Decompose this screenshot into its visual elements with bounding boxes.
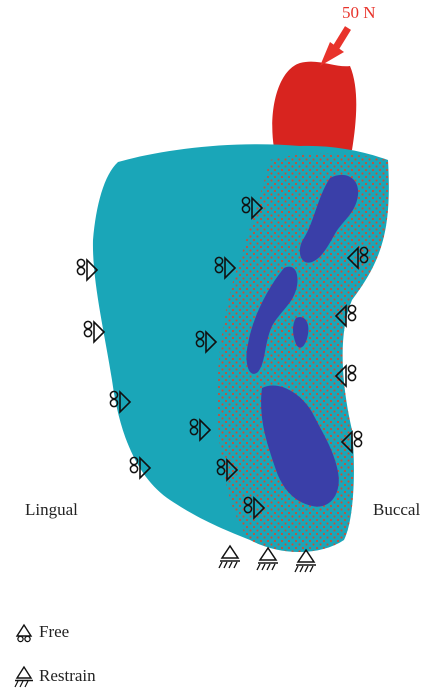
fixed-support-icon — [218, 545, 241, 569]
force-label: 50 N — [342, 3, 376, 22]
fixed-support-icon — [294, 549, 317, 573]
buccal-side-label: Buccal — [373, 500, 421, 519]
legend-restrain-label: Restrain — [39, 666, 96, 685]
legend-free: Free — [17, 622, 69, 642]
lingual-side-label: Lingual — [25, 500, 78, 519]
dense-regions — [246, 174, 359, 507]
tooth-crown — [272, 61, 357, 156]
legend-free-icon — [15, 623, 33, 643]
legend-restrain: Restrain — [17, 666, 96, 686]
fixed-support-icon — [256, 547, 279, 571]
legend-restrain-icon — [14, 665, 33, 688]
legend-free-label: Free — [39, 622, 70, 641]
force-arrow-icon — [320, 26, 351, 66]
mesh-region — [217, 153, 389, 552]
roller-support-icon — [83, 320, 105, 343]
